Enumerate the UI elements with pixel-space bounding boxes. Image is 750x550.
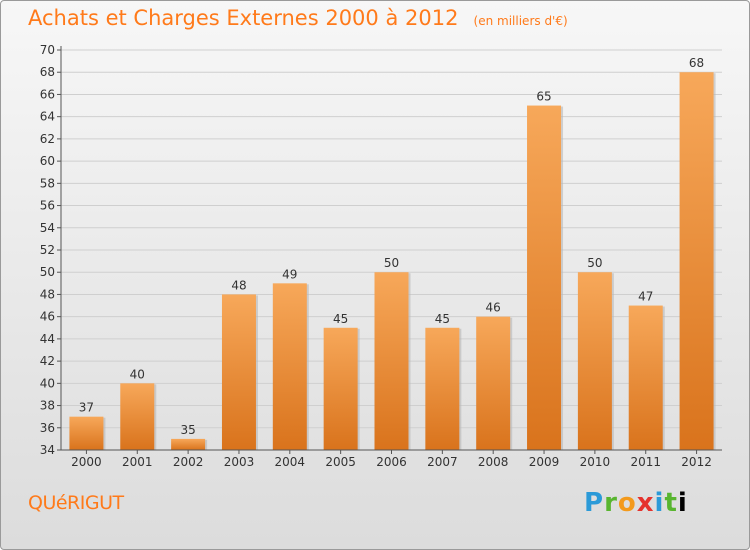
x-tick-label: 2007 [427, 455, 458, 469]
bar [577, 272, 612, 450]
x-tick-label: 2000 [71, 455, 102, 469]
x-tick-label: 2005 [325, 455, 356, 469]
y-tick-label: 62 [40, 132, 55, 146]
data-label: 50 [384, 256, 399, 270]
chart-title: Achats et Charges Externes 2000 à 2012 [28, 6, 459, 30]
y-tick-label: 52 [40, 243, 55, 257]
data-label: 47 [638, 290, 653, 304]
x-tick-label: 2002 [173, 455, 204, 469]
bar [679, 72, 714, 450]
x-tick-label: 2004 [275, 455, 306, 469]
x-tick-label: 2010 [580, 455, 611, 469]
bar [120, 383, 155, 450]
proxiti-logo[interactable]: Proxiti [584, 488, 688, 518]
y-tick-label: 36 [40, 421, 55, 435]
y-tick-label: 50 [40, 265, 55, 279]
y-tick-label: 38 [40, 399, 55, 413]
y-tick-label: 66 [40, 87, 55, 101]
data-label: 50 [587, 256, 602, 270]
chart-subtitle: (en milliers d'€) [473, 14, 568, 28]
data-label: 68 [689, 56, 704, 70]
y-tick-label: 58 [40, 176, 55, 190]
x-tick-label: 2011 [630, 455, 661, 469]
bar [425, 327, 460, 450]
label-layer: 37 40 35 48 49 45 50 45 46 65 50 47 68 [79, 56, 704, 437]
title-row: Achats et Charges Externes 2000 à 2012 (… [28, 6, 568, 30]
y-tick-label: 44 [40, 332, 55, 346]
axis-layer: 34 36 38 40 42 44 46 48 50 52 54 56 58 60 62 64 66 68 70 20… [40, 43, 722, 469]
x-tick-label: 2006 [376, 455, 407, 469]
y-tick-label: 60 [40, 154, 55, 168]
bar [628, 305, 663, 450]
data-label: 40 [130, 367, 145, 381]
y-tick-label: 42 [40, 354, 55, 368]
bar [323, 327, 358, 450]
bar-layer [69, 72, 716, 451]
data-label: 65 [536, 90, 551, 104]
data-label: 48 [231, 278, 246, 292]
data-label: 49 [282, 267, 297, 281]
bar [476, 316, 511, 450]
data-label: 46 [486, 301, 501, 315]
x-tick-label: 2012 [681, 455, 712, 469]
bar [69, 416, 104, 450]
bar [527, 105, 562, 451]
data-label: 45 [333, 312, 348, 326]
y-tick-label: 46 [40, 310, 55, 324]
y-tick-label: 70 [40, 43, 55, 57]
y-tick-label: 56 [40, 199, 55, 213]
y-tick-label: 54 [40, 221, 55, 235]
bar [272, 283, 307, 450]
data-label: 45 [435, 312, 450, 326]
y-tick-label: 68 [40, 65, 55, 79]
x-tick-label: 2009 [529, 455, 560, 469]
y-tick-label: 48 [40, 287, 55, 301]
y-tick-label: 64 [40, 110, 55, 124]
x-tick-label: 2001 [122, 455, 153, 469]
bar [221, 294, 256, 450]
data-label: 35 [180, 423, 195, 437]
bar [374, 272, 409, 450]
x-tick-label: 2003 [224, 455, 255, 469]
data-label: 37 [79, 401, 94, 415]
y-tick-label: 34 [40, 443, 55, 457]
bar [171, 438, 206, 450]
y-tick-label: 40 [40, 376, 55, 390]
commune-name: QUéRIGUT [28, 492, 124, 514]
x-tick-label: 2008 [478, 455, 509, 469]
